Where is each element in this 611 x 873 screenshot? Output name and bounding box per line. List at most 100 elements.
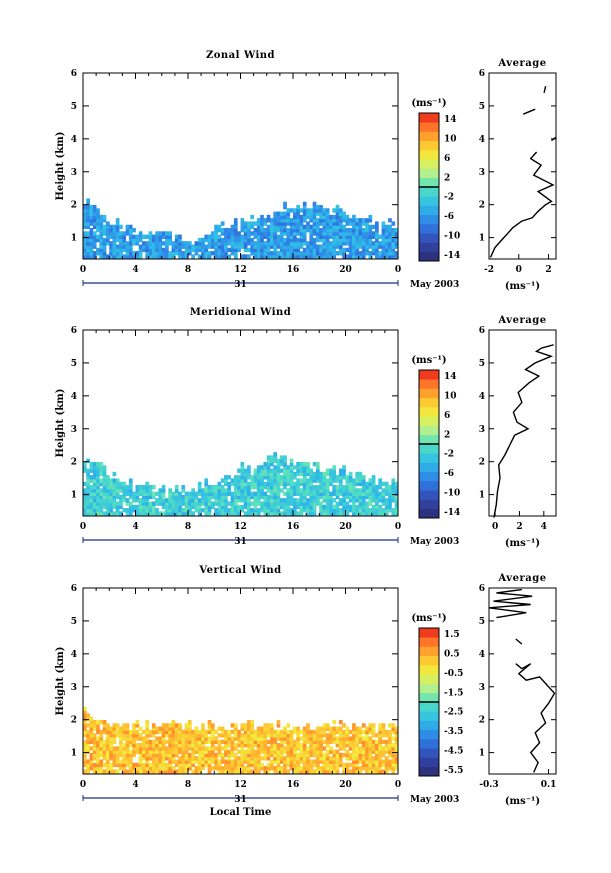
heatmap-cell (165, 723, 169, 728)
heatmap-cell (394, 498, 399, 503)
heatmap-cell (361, 766, 366, 771)
heatmap-cell (391, 769, 396, 774)
heatmap-cell (338, 251, 343, 256)
heatmap-cell (302, 241, 307, 246)
heatmap-cell (283, 237, 287, 243)
heatmap-cell (207, 251, 212, 256)
heatmap-cell (358, 478, 363, 483)
heatmap-cell (119, 247, 123, 253)
heatmap-cell (128, 494, 133, 500)
heatmap-cell (96, 511, 100, 516)
heatmap-cell (358, 498, 363, 503)
heatmap-cell (207, 726, 212, 731)
heatmap-cell (253, 221, 258, 226)
heatmap-cell (286, 762, 291, 768)
heatmap-cell (302, 739, 307, 745)
heatmap-cell (89, 244, 94, 249)
heatmap-cell (178, 723, 182, 728)
heatmap-cell (148, 488, 153, 493)
heatmap-cell (96, 234, 100, 239)
heatmap-cell (119, 504, 123, 510)
heatmap-cell (325, 211, 330, 216)
heatmap-cell (289, 491, 294, 496)
heatmap-cell (286, 218, 291, 223)
heatmap-cell (168, 746, 172, 751)
heatmap-cell (260, 468, 264, 473)
heatmap-cell (391, 726, 396, 731)
heatmap-cell (171, 254, 176, 259)
heatmap-cell (224, 241, 228, 246)
heatmap-cell (296, 214, 300, 220)
heatmap-cell (197, 254, 202, 259)
colorbar-segment (419, 490, 439, 500)
heatmap-cell (184, 749, 189, 754)
heatmap-cell (355, 729, 360, 735)
heatmap-cell (388, 254, 392, 259)
heatmap-cell (83, 756, 87, 761)
average-profile-line (493, 344, 554, 518)
heatmap-cell (224, 478, 228, 483)
heatmap-cell (207, 498, 212, 503)
heatmap-cell (322, 251, 327, 256)
heatmap-cell (83, 762, 87, 768)
heatmap-cell (286, 511, 291, 516)
heatmap-cell (210, 752, 215, 758)
heatmap-cell (306, 726, 310, 731)
heatmap-cell (302, 254, 307, 259)
heatmap-cell (184, 501, 189, 506)
heatmap-cell (112, 736, 117, 741)
heatmap-cell (142, 743, 146, 748)
heatmap-cell (371, 241, 376, 246)
heatmap-cells (83, 452, 399, 516)
heatmap-cell (315, 494, 320, 500)
heatmap-cell (309, 511, 314, 516)
heatmap-cell (201, 237, 205, 243)
heatmap-cell (365, 234, 369, 239)
heatmap-cell (165, 251, 169, 256)
colorbar-segment (419, 425, 439, 436)
heatmap-cell (184, 726, 189, 731)
heatmap-cell (204, 251, 209, 256)
heatmap-cell (253, 733, 258, 738)
heatmap-cell (112, 488, 117, 493)
heatmap-cell (361, 501, 366, 506)
y-tick-label: 1 (71, 491, 77, 501)
heatmap-cell (335, 475, 340, 480)
heatmap-cell (181, 501, 186, 506)
heatmap-cell (276, 251, 281, 256)
heatmap-cell (371, 244, 376, 249)
heatmap-cell (181, 766, 186, 771)
heatmap-cell (237, 739, 241, 745)
heatmap-cell (112, 224, 117, 230)
heatmap-cell (243, 231, 248, 236)
heatmap-cell (102, 743, 107, 748)
heatmap-cell (355, 739, 360, 745)
heatmap-cell (224, 494, 228, 500)
heatmap-cell (201, 733, 205, 738)
heatmap-cell (361, 488, 366, 493)
heatmap-cell (338, 736, 343, 741)
heatmap-cell (391, 251, 396, 256)
heatmap-cell (138, 254, 143, 259)
heatmap-cell (89, 501, 94, 506)
heatmap-cell (151, 247, 156, 253)
heatmap-cell (283, 231, 287, 236)
heatmap-cell (335, 494, 340, 500)
heatmap-cell (89, 511, 94, 516)
heatmap-cell (345, 733, 350, 738)
heatmap-cell (194, 726, 199, 731)
heatmap-cell (142, 491, 146, 496)
heatmap-cell (296, 769, 300, 774)
heatmap-cell (138, 247, 143, 253)
heatmap-cell (332, 719, 337, 725)
heatmap-cell (329, 481, 333, 487)
heatmap-cell (204, 488, 209, 493)
heatmap-cell (283, 511, 287, 516)
heatmap-cell (191, 762, 195, 768)
heatmap-cell (306, 485, 310, 490)
heatmap-cell (296, 729, 300, 735)
heatmap-cell (250, 719, 255, 725)
heatmap-cell (250, 244, 255, 249)
heatmap-cell (312, 208, 317, 213)
heatmap-cell (92, 214, 97, 220)
